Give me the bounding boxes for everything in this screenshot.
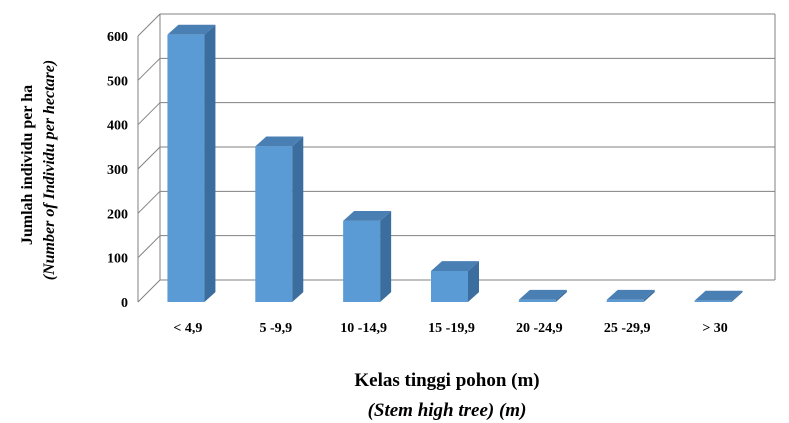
bar-front (343, 220, 381, 302)
x-axis-subtitle: (Stem high tree) (m) (368, 400, 527, 421)
bar-top (518, 289, 567, 300)
bar-front (518, 299, 556, 302)
bar-side (292, 136, 304, 302)
bar-side (204, 24, 216, 303)
bar-top (167, 24, 216, 35)
bar (167, 24, 216, 303)
bar-side (468, 261, 479, 302)
grid-line-diagonal (137, 235, 161, 259)
x-tick-label: 20 -24,9 (516, 321, 563, 336)
bar (606, 289, 655, 302)
bar-side (731, 290, 743, 302)
bar-top (606, 289, 655, 300)
bar-front (255, 146, 293, 302)
grid-line-diagonal (137, 102, 161, 126)
y-axis-subtitle: (Number of Individu per hectare) (41, 60, 58, 280)
x-tick-label: > 30 (702, 321, 727, 336)
x-tick-label: 10 -14,9 (340, 321, 387, 336)
bar-front (694, 300, 732, 302)
x-tick-label: < 4,9 (173, 321, 202, 336)
bar (694, 290, 743, 302)
y-tick-label: 600 (107, 30, 128, 45)
y-tick-labels: 0 100 200 300 400 500 600 (107, 30, 128, 311)
bar-side (643, 289, 655, 302)
y-axis-title: Jumlah individu per ha (19, 85, 36, 245)
y-tick-label: 500 (107, 74, 128, 89)
grid-line-diagonal (137, 57, 161, 81)
y-tick-label: 300 (107, 163, 128, 178)
bar (343, 210, 392, 302)
y-tick-label: 200 (107, 207, 128, 222)
x-tick-label: 15 -19,9 (428, 321, 475, 336)
bar-top (694, 290, 743, 301)
grid-line-diagonal (137, 13, 161, 37)
x-tick-label: 5 -9,9 (259, 321, 292, 336)
bar-front (167, 34, 205, 303)
bar (518, 289, 567, 302)
bar (431, 261, 479, 302)
grid-line-diagonal (137, 146, 161, 170)
bar-side (380, 210, 392, 302)
bar-top (255, 136, 304, 147)
grid-line-diagonal (137, 190, 161, 214)
bar-side (555, 289, 567, 302)
y-tick-label: 0 (121, 296, 128, 311)
bar-front (606, 299, 644, 302)
bar-top (431, 261, 479, 271)
bar-front (431, 270, 468, 302)
x-tick-labels: < 4,9 5 -9,9 10 -14,9 15 -19,9 20 -24,9 25 -2… (173, 321, 727, 336)
grid-lines (137, 13, 776, 303)
x-tick-label: 25 -29,9 (604, 321, 651, 336)
bar (255, 136, 304, 302)
bar-top (343, 210, 392, 221)
grid-line-diagonal (137, 279, 161, 303)
bars (167, 24, 743, 303)
x-axis-title: Kelas tinggi pohon (m) (354, 370, 539, 391)
y-tick-label: 400 (107, 119, 128, 134)
y-tick-label: 100 (107, 252, 128, 267)
